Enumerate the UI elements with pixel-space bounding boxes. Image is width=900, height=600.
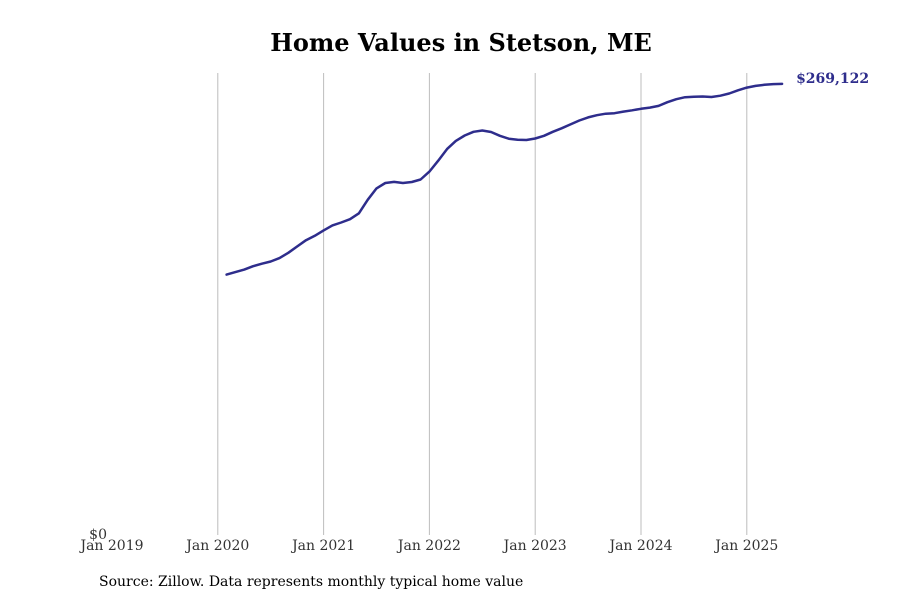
- x-tick-label: Jan 2019: [78, 538, 143, 554]
- x-tick-label: Jan 2020: [184, 538, 249, 554]
- end-value-label: $269,122: [796, 71, 869, 87]
- x-tick-label: Jan 2022: [396, 538, 461, 554]
- x-tick-label: Jan 2024: [607, 538, 672, 554]
- x-tick-label: Jan 2021: [290, 538, 355, 554]
- x-tick-label: Jan 2025: [713, 538, 778, 554]
- series-line: [225, 82, 784, 276]
- vertical-grid: [217, 73, 748, 535]
- x-axis-ticks: Jan 2019 Jan 2020 Jan 2021 Jan 2022 Jan 2023…: [78, 538, 778, 554]
- chart-title: Home Values in Stetson, ME: [270, 28, 652, 57]
- source-note: Source: Zillow. Data represents monthly …: [99, 574, 524, 590]
- series-layer: $269,122: [225, 71, 869, 276]
- y-tick-label: $0: [89, 527, 107, 543]
- y-axis-ticks: $0: [89, 527, 107, 543]
- x-tick-label: Jan 2023: [502, 538, 567, 554]
